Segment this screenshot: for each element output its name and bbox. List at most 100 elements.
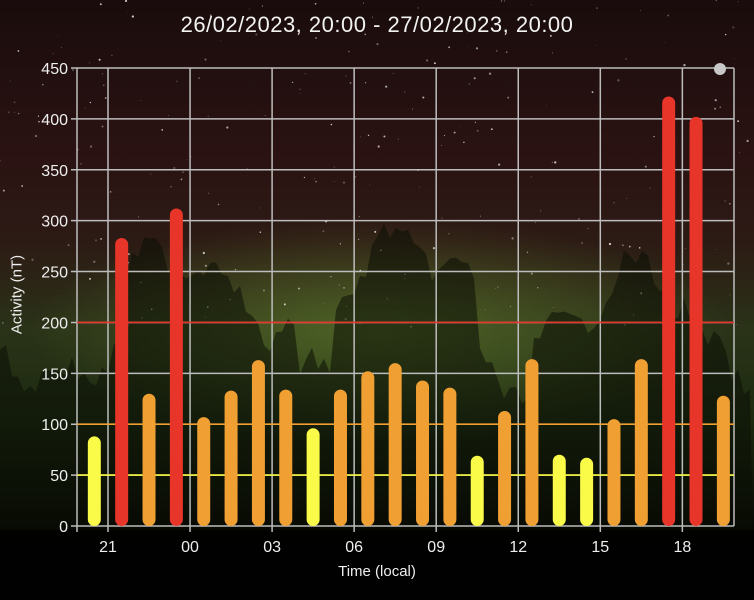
- star: [101, 125, 104, 128]
- star: [719, 106, 721, 108]
- star: [354, 175, 357, 178]
- y-tick-label: 400: [41, 112, 68, 129]
- star: [348, 50, 350, 53]
- star: [204, 264, 207, 267]
- star: [345, 75, 347, 77]
- star: [737, 1, 739, 3]
- star: [234, 268, 237, 271]
- star: [604, 135, 606, 137]
- star: [333, 181, 335, 182]
- star: [299, 88, 301, 91]
- star: [507, 96, 510, 99]
- star: [551, 161, 553, 163]
- star: [504, 0, 506, 2]
- star: [204, 58, 207, 61]
- star: [217, 203, 220, 206]
- star: [475, 47, 479, 50]
- star: [546, 105, 547, 106]
- x-tick-label: 00: [181, 539, 199, 556]
- star: [38, 121, 40, 123]
- star: [732, 26, 735, 29]
- star: [526, 251, 529, 254]
- star: [653, 136, 655, 138]
- star: [52, 52, 54, 54]
- star: [339, 243, 341, 245]
- star: [685, 248, 686, 249]
- star: [202, 251, 205, 255]
- star: [716, 249, 717, 250]
- star: [111, 54, 113, 56]
- ground: [0, 530, 754, 600]
- star: [315, 180, 318, 183]
- star: [17, 112, 20, 115]
- star: [498, 163, 501, 166]
- star: [37, 115, 40, 117]
- star: [736, 324, 738, 326]
- star: [626, 197, 627, 199]
- star: [315, 37, 317, 39]
- star: [167, 115, 169, 117]
- star: [84, 107, 86, 109]
- star: [466, 32, 468, 34]
- star: [161, 128, 164, 131]
- star: [497, 286, 499, 288]
- star: [93, 260, 96, 263]
- star: [185, 248, 187, 250]
- star: [397, 138, 399, 140]
- star: [209, 14, 212, 17]
- star: [433, 62, 436, 65]
- star: [540, 210, 542, 212]
- star: [170, 185, 172, 188]
- star: [303, 176, 306, 179]
- star: [124, 0, 128, 3]
- star: [494, 24, 497, 27]
- star: [746, 139, 749, 143]
- star: [298, 287, 300, 290]
- x-axis-label: Time (local): [338, 563, 416, 580]
- star: [638, 247, 641, 249]
- star: [248, 8, 250, 10]
- star: [57, 35, 58, 37]
- star: [104, 97, 107, 99]
- star: [285, 29, 288, 31]
- star: [729, 203, 731, 205]
- star: [299, 93, 301, 94]
- y-tick-label: 200: [41, 315, 68, 332]
- star: [67, 244, 70, 247]
- star: [333, 166, 335, 168]
- star: [530, 272, 534, 275]
- star: [737, 120, 740, 123]
- chart-title: 26/02/2023, 20:00 - 27/02/2023, 20:00: [180, 12, 574, 37]
- star: [99, 3, 102, 6]
- star: [80, 163, 82, 165]
- star: [426, 59, 429, 62]
- star: [94, 239, 98, 242]
- star: [13, 101, 16, 104]
- star: [42, 83, 44, 86]
- star: [127, 253, 130, 256]
- star: [1, 322, 4, 324]
- star: [625, 58, 627, 60]
- star: [342, 181, 346, 184]
- star: [552, 52, 553, 54]
- star: [109, 191, 112, 193]
- star: [246, 168, 248, 169]
- star: [343, 287, 345, 289]
- star: [739, 152, 741, 153]
- star: [367, 134, 370, 137]
- star: [495, 287, 497, 289]
- star: [369, 184, 371, 186]
- star: [262, 289, 265, 292]
- star: [734, 58, 736, 60]
- star: [667, 14, 670, 17]
- star: [682, 263, 684, 265]
- star: [628, 245, 631, 248]
- star: [511, 237, 514, 240]
- star: [729, 294, 731, 296]
- star: [663, 42, 665, 44]
- star: [138, 216, 140, 218]
- star: [180, 178, 183, 181]
- star: [220, 40, 222, 42]
- star: [17, 50, 20, 52]
- star: [330, 123, 333, 126]
